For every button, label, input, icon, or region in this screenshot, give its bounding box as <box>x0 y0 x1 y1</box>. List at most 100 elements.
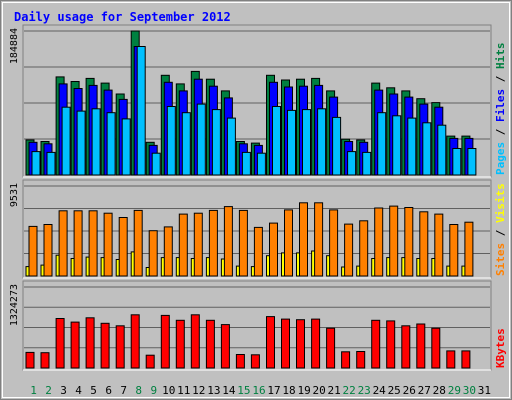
bar-pages-day-4 <box>76 110 86 176</box>
bar-kbytes-day-10 <box>160 314 170 369</box>
bar-sites-day-11 <box>178 213 188 277</box>
bar-pages-day-18 <box>287 109 296 176</box>
bar-pages-day-10 <box>166 106 176 176</box>
bar-pages-day-21 <box>332 116 342 176</box>
x-tick-label-5: 5 <box>90 384 97 397</box>
x-tick-label-22: 22 <box>342 384 355 397</box>
bar-kbytes-day-5 <box>85 317 95 369</box>
bar-pages-day-26 <box>407 117 417 176</box>
bar-sites-day-25 <box>389 205 399 277</box>
visits-panel: 9531 Sites / Visits <box>9 179 507 279</box>
panels-group: 184884 Pages / Files / Hits 9531 Sites / Vi… <box>9 24 507 371</box>
y-series-label-separator: / <box>494 223 507 243</box>
bar-kbytes-day-17 <box>266 316 275 369</box>
x-tick-label-7: 7 <box>120 384 127 397</box>
bar-kbytes-day-27 <box>416 323 426 369</box>
bar-kbytes-day-30 <box>461 350 471 369</box>
bar-kbytes-day-21 <box>326 327 336 369</box>
bar-pages-day-20 <box>317 108 327 176</box>
y-series-label-kbytes: KBytes <box>494 328 507 368</box>
bar-sites-day-8 <box>133 209 143 277</box>
x-tick-label-13: 13 <box>207 384 220 397</box>
x-tick-label-16: 16 <box>252 384 265 397</box>
y-series-label: Sites / Visits <box>494 183 507 276</box>
bar-pages-day-14 <box>226 117 236 176</box>
bar-sites-day-5 <box>88 210 98 277</box>
x-tick-label-31: 31 <box>478 384 491 397</box>
bar-pages-day-7 <box>121 118 131 176</box>
bar-sites-day-2 <box>43 224 53 277</box>
y-series-label-sites: Sites <box>494 243 507 276</box>
bar-sites-day-4 <box>73 210 83 277</box>
bar-kbytes-day-22 <box>341 351 351 369</box>
x-tick-label-4: 4 <box>75 384 82 397</box>
chart-title: Daily usage for September 2012 <box>14 10 231 24</box>
bar-kbytes-day-16 <box>250 354 260 369</box>
bar-pages-day-22 <box>347 151 357 176</box>
y-max-label: 1324273 <box>9 284 20 326</box>
x-tick-label-20: 20 <box>312 384 325 397</box>
y-series-label-separator: / <box>494 122 507 142</box>
bar-sites-day-12 <box>193 212 203 277</box>
bar-kbytes-day-6 <box>100 322 110 369</box>
bar-sites-day-1 <box>28 225 38 277</box>
bar-sites-day-18 <box>284 209 293 277</box>
y-series-label-pages: Pages <box>494 142 507 175</box>
x-tick-label-17: 17 <box>267 384 280 397</box>
bar-pages-day-29 <box>452 148 462 176</box>
bar-pages-day-16 <box>256 152 266 176</box>
bar-kbytes-day-3 <box>55 318 65 369</box>
bar-sites-day-20 <box>314 202 324 277</box>
bar-kbytes-day-29 <box>446 350 456 369</box>
bar-sites-day-28 <box>434 213 444 277</box>
bar-kbytes-day-24 <box>371 319 381 369</box>
bar-sites-day-22 <box>344 223 354 277</box>
x-tick-label-14: 14 <box>222 384 236 397</box>
bar-sites-day-26 <box>404 207 414 277</box>
bar-kbytes-day-1 <box>25 351 35 369</box>
y-series-label-visits: Visits <box>494 183 507 223</box>
x-tick-label-12: 12 <box>192 384 205 397</box>
bar-kbytes-day-12 <box>190 314 200 369</box>
bar-kbytes-day-18 <box>281 318 290 369</box>
bar-sites-day-16 <box>253 226 263 277</box>
bar-kbytes-day-28 <box>431 327 441 369</box>
kbytes-panel: 1324273 KBytes <box>9 280 507 371</box>
bar-kbytes-day-14 <box>220 324 230 369</box>
y-max-label: 9531 <box>9 183 20 207</box>
bar-kbytes-day-23 <box>356 351 366 369</box>
x-tick-label-19: 19 <box>297 384 310 397</box>
bar-sites-day-29 <box>449 224 459 277</box>
bar-kbytes-day-25 <box>386 320 396 369</box>
bar-sites-day-9 <box>148 230 158 277</box>
x-tick-label-1: 1 <box>30 384 37 397</box>
bar-pages-day-9 <box>151 152 161 176</box>
x-tick-label-28: 28 <box>433 384 446 397</box>
x-tick-label-27: 27 <box>418 384 431 397</box>
bar-kbytes-day-7 <box>115 325 125 369</box>
hits-panel: 184884 Pages / Files / Hits <box>9 24 507 178</box>
bar-sites-day-13 <box>208 209 218 277</box>
x-tick-label-18: 18 <box>282 384 295 397</box>
bar-sites-day-6 <box>103 212 113 277</box>
bar-pages-day-2 <box>46 151 56 176</box>
bar-kbytes-day-8 <box>130 314 140 369</box>
bar-kbytes-day-15 <box>235 354 245 369</box>
bar-pages-day-25 <box>392 115 402 176</box>
bar-pages-day-5 <box>91 108 101 176</box>
bar-pages-day-24 <box>377 112 387 176</box>
x-tick-label-25: 25 <box>388 384 401 397</box>
bar-kbytes-day-11 <box>175 319 185 369</box>
x-tick-label-6: 6 <box>105 384 112 397</box>
bar-pages-day-1 <box>31 151 41 176</box>
bar-sites-day-14 <box>223 206 233 277</box>
bar-pages-day-30 <box>467 148 477 176</box>
bar-pages-day-28 <box>437 124 447 176</box>
bar-kbytes-day-9 <box>145 354 155 369</box>
y-series-label: Pages / Files / Hits <box>494 43 507 176</box>
bar-sites-day-30 <box>464 221 474 277</box>
bar-sites-day-17 <box>269 222 278 277</box>
x-axis: 1 2 3 4 5 6 7 8 9 10 11 12 13 14 15 16 17 18 19 20 21 22 23 24 2… <box>30 384 491 397</box>
